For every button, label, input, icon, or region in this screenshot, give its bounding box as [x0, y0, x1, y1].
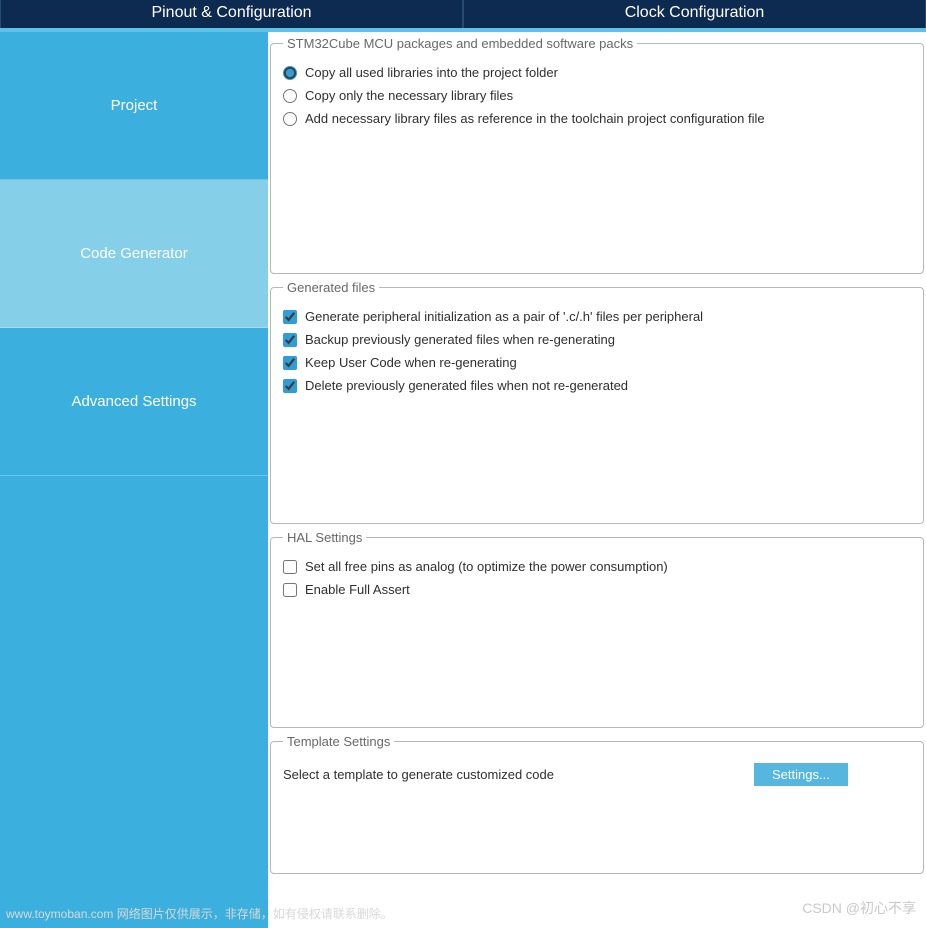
check-free-pins-analog-label: Set all free pins as analog (to optimize…	[305, 559, 668, 574]
check-row: Delete previously generated files when n…	[281, 374, 913, 397]
sidebar-item-project[interactable]: Project	[0, 32, 268, 180]
group-template-settings: Template Settings Select a template to g…	[270, 734, 924, 874]
check-gen-pair-label: Generate peripheral initialization as a …	[305, 309, 703, 324]
check-backup[interactable]	[283, 333, 297, 347]
group-packages: STM32Cube MCU packages and embedded soft…	[270, 36, 924, 274]
check-enable-full-assert-label: Enable Full Assert	[305, 582, 410, 597]
sidebar-fill	[0, 476, 268, 928]
group-generated-files: Generated files Generate peripheral init…	[270, 280, 924, 524]
content-panel: STM32Cube MCU packages and embedded soft…	[268, 32, 926, 928]
legend-packages: STM32Cube MCU packages and embedded soft…	[283, 36, 637, 51]
check-row: Backup previously generated files when r…	[281, 328, 913, 351]
settings-button[interactable]: Settings...	[754, 763, 848, 786]
radio-copy-necessary[interactable]	[283, 89, 297, 103]
sidebar-item-advanced-settings[interactable]: Advanced Settings	[0, 328, 268, 476]
radio-add-reference-label: Add necessary library files as reference…	[305, 111, 765, 126]
check-keep-user-code-label: Keep User Code when re-generating	[305, 355, 517, 370]
radio-copy-all[interactable]	[283, 66, 297, 80]
legend-template-settings: Template Settings	[283, 734, 394, 749]
top-tabs: Pinout & Configuration Clock Configurati…	[0, 0, 926, 28]
legend-hal-settings: HAL Settings	[283, 530, 366, 545]
legend-generated-files: Generated files	[283, 280, 379, 295]
check-row: Generate peripheral initialization as a …	[281, 305, 913, 328]
tab-pinout[interactable]: Pinout & Configuration	[0, 0, 463, 28]
radio-row: Copy only the necessary library files	[281, 84, 913, 107]
check-keep-user-code[interactable]	[283, 356, 297, 370]
check-gen-pair[interactable]	[283, 310, 297, 324]
tab-clock[interactable]: Clock Configuration	[463, 0, 926, 28]
template-settings-text: Select a template to generate customized…	[283, 767, 554, 782]
radio-copy-all-label: Copy all used libraries into the project…	[305, 65, 558, 80]
check-row: Keep User Code when re-generating	[281, 351, 913, 374]
sidebar-item-code-generator[interactable]: Code Generator	[0, 180, 268, 328]
radio-row: Add necessary library files as reference…	[281, 107, 913, 130]
sidebar: Project Code Generator Advanced Settings	[0, 32, 268, 928]
check-enable-full-assert[interactable]	[283, 583, 297, 597]
radio-add-reference[interactable]	[283, 112, 297, 126]
check-backup-label: Backup previously generated files when r…	[305, 332, 615, 347]
check-delete-not-regenerated[interactable]	[283, 379, 297, 393]
radio-row: Copy all used libraries into the project…	[281, 61, 913, 84]
radio-copy-necessary-label: Copy only the necessary library files	[305, 88, 513, 103]
watermark-left: www.toymoban.com 网络图片仅供展示，非存储，如有侵权请联系删除。	[6, 905, 393, 922]
check-free-pins-analog[interactable]	[283, 560, 297, 574]
check-delete-not-regenerated-label: Delete previously generated files when n…	[305, 378, 628, 393]
group-hal-settings: HAL Settings Set all free pins as analog…	[270, 530, 924, 728]
main-area: Project Code Generator Advanced Settings…	[0, 32, 926, 928]
watermark-right: CSDN @初心不享	[802, 898, 916, 918]
check-row: Set all free pins as analog (to optimize…	[281, 555, 913, 578]
check-row: Enable Full Assert	[281, 578, 913, 601]
